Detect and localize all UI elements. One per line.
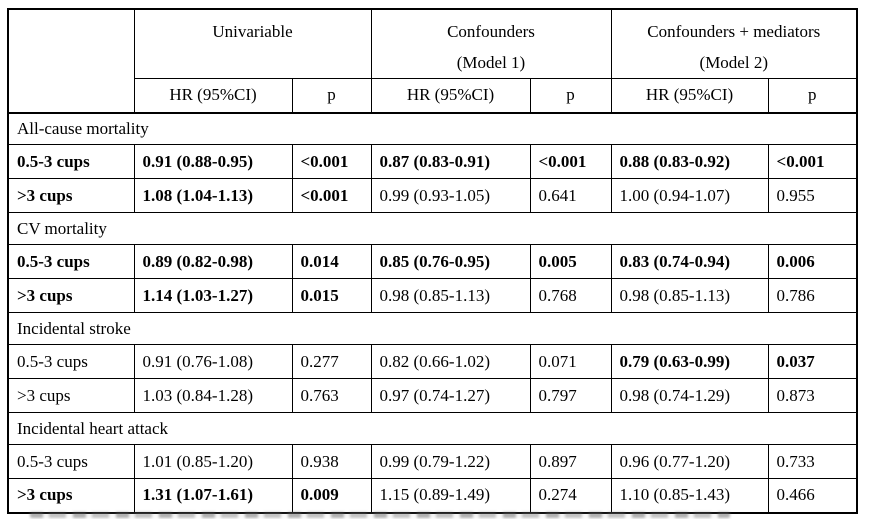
hr-ci-cell: 0.91 (0.76-1.08) — [133, 344, 293, 379]
row-label: >3 cups — [7, 478, 135, 513]
hr-ci-cell: 0.83 (0.74-0.94) — [610, 244, 769, 279]
row-label: 0.5-3 cups — [7, 344, 135, 379]
p-value-cell: 0.466 — [767, 478, 858, 513]
p-value-cell: 0.015 — [291, 278, 372, 313]
section-title: All-cause mortality — [7, 112, 858, 145]
row-label: 0.5-3 cups — [7, 144, 135, 179]
p-value-cell: 0.733 — [767, 444, 858, 479]
hr-ci-cell: 1.14 (1.03-1.27) — [133, 278, 293, 313]
cropped-caption-fragment — [30, 512, 730, 518]
hr-ci-cell: 1.00 (0.94-1.07) — [610, 178, 769, 213]
hr-ci-cell: 0.99 (0.93-1.05) — [370, 178, 531, 213]
group-header-line2: (Model 1) — [456, 53, 526, 72]
section-row-incidental-heart-attack: Incidental heart attack — [7, 412, 858, 445]
hr-ci-cell: 1.08 (1.04-1.13) — [133, 178, 293, 213]
row-label: >3 cups — [7, 378, 135, 413]
hr-ci-cell: 0.88 (0.83-0.92) — [610, 144, 769, 179]
group-header-model2: Confounders + mediators (Model 2) — [610, 8, 858, 79]
group-header-line1: Univariable — [212, 22, 293, 41]
hr-ci-cell: 1.10 (0.85-1.43) — [610, 478, 769, 513]
group-header-line2 — [143, 47, 363, 78]
hr-ci-cell: 1.03 (0.84-1.28) — [133, 378, 293, 413]
p-value-cell: 0.873 — [767, 378, 858, 413]
hr-ci-cell: 0.96 (0.77-1.20) — [610, 444, 769, 479]
table-row: >3 cups 1.14 (1.03-1.27) 0.015 0.98 (0.8… — [7, 278, 858, 313]
row-label: >3 cups — [7, 178, 135, 213]
row-label: >3 cups — [7, 278, 135, 313]
p-value-cell: 0.005 — [529, 244, 612, 279]
p-value-cell: <0.001 — [767, 144, 858, 179]
hr-ci-cell: 1.31 (1.07-1.61) — [133, 478, 293, 513]
group-header-univariable: Univariable — [133, 8, 372, 79]
p-value-cell: 0.955 — [767, 178, 858, 213]
section-title: CV mortality — [7, 212, 858, 245]
table-row: >3 cups 1.03 (0.84-1.28) 0.763 0.97 (0.7… — [7, 378, 858, 413]
p-value-cell: 0.277 — [291, 344, 372, 379]
p-value-cell: <0.001 — [529, 144, 612, 179]
table-row: 0.5-3 cups 0.91 (0.88-0.95) <0.001 0.87 … — [7, 144, 858, 179]
group-header-line2: (Model 2) — [699, 53, 768, 72]
p-value-cell: 0.641 — [529, 178, 612, 213]
subheader-hr-model1: HR (95%CI) — [370, 78, 531, 114]
p-value-cell: 0.274 — [529, 478, 612, 513]
p-value-cell: 0.768 — [529, 278, 612, 313]
table-row: >3 cups 1.31 (1.07-1.61) 0.009 1.15 (0.8… — [7, 478, 858, 513]
section-row-incidental-stroke: Incidental stroke — [7, 312, 858, 345]
p-value-cell: 0.009 — [291, 478, 372, 513]
p-value-cell: 0.763 — [291, 378, 372, 413]
row-label: 0.5-3 cups — [7, 244, 135, 279]
hr-ci-cell: 0.98 (0.85-1.13) — [610, 278, 769, 313]
table-row: 0.5-3 cups 1.01 (0.85-1.20) 0.938 0.99 (… — [7, 444, 858, 479]
hr-ci-cell: 0.79 (0.63-0.99) — [610, 344, 769, 379]
table-row: 0.5-3 cups 0.91 (0.76-1.08) 0.277 0.82 (… — [7, 344, 858, 379]
p-value-cell: 0.897 — [529, 444, 612, 479]
subheader-p-model2: p — [767, 78, 858, 114]
hr-ci-cell: 0.99 (0.79-1.22) — [370, 444, 531, 479]
hr-ci-cell: 0.98 (0.85-1.13) — [370, 278, 531, 313]
hr-ci-cell: 0.85 (0.76-0.95) — [370, 244, 531, 279]
p-value-cell: <0.001 — [291, 144, 372, 179]
p-value-cell: 0.938 — [291, 444, 372, 479]
hr-ci-cell: 0.82 (0.66-1.02) — [370, 344, 531, 379]
table-row: >3 cups 1.08 (1.04-1.13) <0.001 0.99 (0.… — [7, 178, 858, 213]
hr-ci-cell: 1.15 (0.89-1.49) — [370, 478, 531, 513]
group-header-model1: Confounders (Model 1) — [370, 8, 612, 79]
subheader-p-model1: p — [529, 78, 612, 114]
group-header-line1: Confounders — [447, 22, 535, 41]
hr-ci-cell: 1.01 (0.85-1.20) — [133, 444, 293, 479]
corner-empty-cell — [7, 8, 135, 114]
section-title: Incidental heart attack — [7, 412, 858, 445]
p-value-cell: <0.001 — [291, 178, 372, 213]
subheader-hr-univariable: HR (95%CI) — [133, 78, 293, 114]
hr-ci-cell: 0.97 (0.74-1.27) — [370, 378, 531, 413]
section-title: Incidental stroke — [7, 312, 858, 345]
section-row-all-cause-mortality: All-cause mortality — [7, 112, 858, 145]
p-value-cell: 0.797 — [529, 378, 612, 413]
p-value-cell: 0.071 — [529, 344, 612, 379]
subheader-p-univariable: p — [291, 78, 372, 114]
section-row-cv-mortality: CV mortality — [7, 212, 858, 245]
table-row: 0.5-3 cups 0.89 (0.82-0.98) 0.014 0.85 (… — [7, 244, 858, 279]
hr-ci-cell: 0.89 (0.82-0.98) — [133, 244, 293, 279]
row-label: 0.5-3 cups — [7, 444, 135, 479]
subheader-hr-model2: HR (95%CI) — [610, 78, 769, 114]
hazard-ratio-results-table: Univariable Confounders (Model 1) Confou… — [7, 8, 859, 514]
hr-ci-cell: 0.98 (0.74-1.29) — [610, 378, 769, 413]
p-value-cell: 0.006 — [767, 244, 858, 279]
group-header-line1: Confounders + mediators — [647, 22, 821, 41]
hr-ci-cell: 0.87 (0.83-0.91) — [370, 144, 531, 179]
hr-ci-cell: 0.91 (0.88-0.95) — [133, 144, 293, 179]
p-value-cell: 0.037 — [767, 344, 858, 379]
hazard-ratio-table-container: Univariable Confounders (Model 1) Confou… — [7, 8, 859, 514]
p-value-cell: 0.014 — [291, 244, 372, 279]
p-value-cell: 0.786 — [767, 278, 858, 313]
